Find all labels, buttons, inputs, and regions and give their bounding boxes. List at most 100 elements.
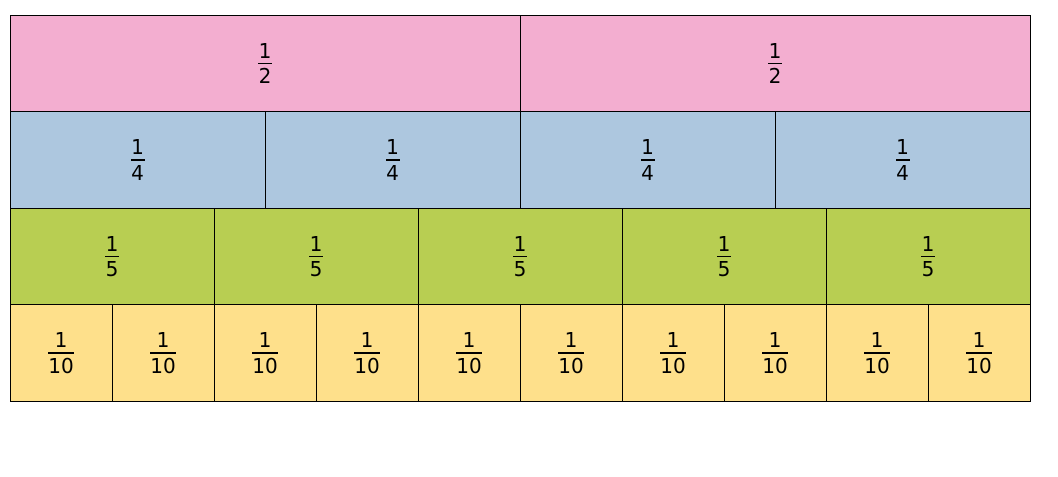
denominator: 2 xyxy=(258,64,272,88)
fraction-bar xyxy=(105,255,119,257)
fraction-label: 1 10 xyxy=(762,328,788,378)
numerator: 1 xyxy=(462,328,476,352)
fraction-bar xyxy=(717,255,731,257)
numerator: 1 xyxy=(258,328,272,352)
denominator: 10 xyxy=(864,353,890,378)
fraction-bar xyxy=(921,255,935,257)
fraction-strips: 1 2 1 2 1 4 1 4 1 4 1 4 1 5 1 5 1 5 1 5 1 5 1 10 1 10 1 10 1 10 1 10 1 10… xyxy=(9,14,1031,402)
fraction-piece: 1 10 xyxy=(9,304,113,402)
numerator: 1 xyxy=(768,328,782,352)
numerator: 1 xyxy=(896,135,909,159)
fraction-piece: 1 10 xyxy=(723,304,827,402)
fraction-piece: 1 10 xyxy=(621,304,725,402)
denominator: 4 xyxy=(896,160,909,185)
fraction-bar xyxy=(150,352,176,354)
denominator: 4 xyxy=(641,160,654,185)
fraction-bar xyxy=(258,62,272,64)
fraction-bar xyxy=(640,159,655,161)
fraction-label: 1 10 xyxy=(354,329,380,378)
numerator: 1 xyxy=(564,328,578,352)
fraction-bar xyxy=(895,159,910,161)
fraction-bar xyxy=(864,352,890,354)
denominator: 5 xyxy=(309,257,323,281)
numerator: 1 xyxy=(258,38,272,63)
fraction-label: 1 10 xyxy=(150,328,176,377)
fraction-piece: 1 10 xyxy=(927,304,1031,402)
denominator: 10 xyxy=(354,353,380,378)
numerator: 1 xyxy=(972,328,986,352)
fraction-label: 1 10 xyxy=(966,328,992,378)
numerator: 1 xyxy=(717,231,731,256)
fraction-piece: 1 10 xyxy=(111,304,215,402)
fraction-bar xyxy=(966,352,992,354)
fraction-label: 1 10 xyxy=(48,328,74,378)
fraction-label: 1 10 xyxy=(456,328,482,377)
fraction-label: 1 10 xyxy=(864,328,890,378)
denominator: 5 xyxy=(513,257,527,281)
fraction-bar xyxy=(252,352,278,354)
denominator: 10 xyxy=(558,353,584,378)
denominator: 10 xyxy=(762,353,788,378)
fraction-bar xyxy=(762,352,788,354)
numerator: 1 xyxy=(768,38,782,63)
denominator: 10 xyxy=(660,353,686,378)
fraction-bar xyxy=(558,352,584,354)
numerator: 1 xyxy=(641,135,654,159)
numerator: 1 xyxy=(870,328,884,352)
fraction-bar xyxy=(456,352,482,354)
denominator: 4 xyxy=(131,160,144,185)
numerator: 1 xyxy=(309,231,323,256)
fraction-bar xyxy=(48,352,74,354)
denominator: 5 xyxy=(921,257,935,281)
fraction-bar xyxy=(513,255,527,257)
denominator: 10 xyxy=(252,353,278,378)
numerator: 1 xyxy=(666,328,680,352)
numerator: 1 xyxy=(513,231,527,256)
numerator: 1 xyxy=(54,328,68,352)
denominator: 10 xyxy=(966,353,992,378)
denominator: 5 xyxy=(105,257,119,281)
fraction-label: 1 10 xyxy=(252,328,278,378)
fraction-piece: 1 10 xyxy=(825,304,929,402)
fraction-bar xyxy=(309,255,323,257)
fraction-piece: 1 10 xyxy=(315,304,419,402)
denominator: 2 xyxy=(768,64,782,88)
fraction-bar xyxy=(768,62,782,64)
denominator: 5 xyxy=(717,257,731,281)
numerator: 1 xyxy=(156,328,170,352)
fraction-label: 1 10 xyxy=(660,328,686,378)
strip-row-1-10: 1 10 1 10 1 10 1 10 1 10 1 10 1 10 1 10 1 10 1 10 xyxy=(9,304,1031,402)
numerator: 1 xyxy=(921,231,935,256)
numerator: 1 xyxy=(105,231,119,256)
numerator: 1 xyxy=(131,135,144,159)
numerator: 1 xyxy=(386,135,399,159)
fraction-bar xyxy=(354,352,380,354)
denominator: 4 xyxy=(386,160,399,185)
denominator: 10 xyxy=(48,353,74,378)
fraction-bar xyxy=(385,159,400,161)
fraction-piece: 1 10 xyxy=(213,304,317,402)
fraction-piece: 1 10 xyxy=(417,304,521,402)
